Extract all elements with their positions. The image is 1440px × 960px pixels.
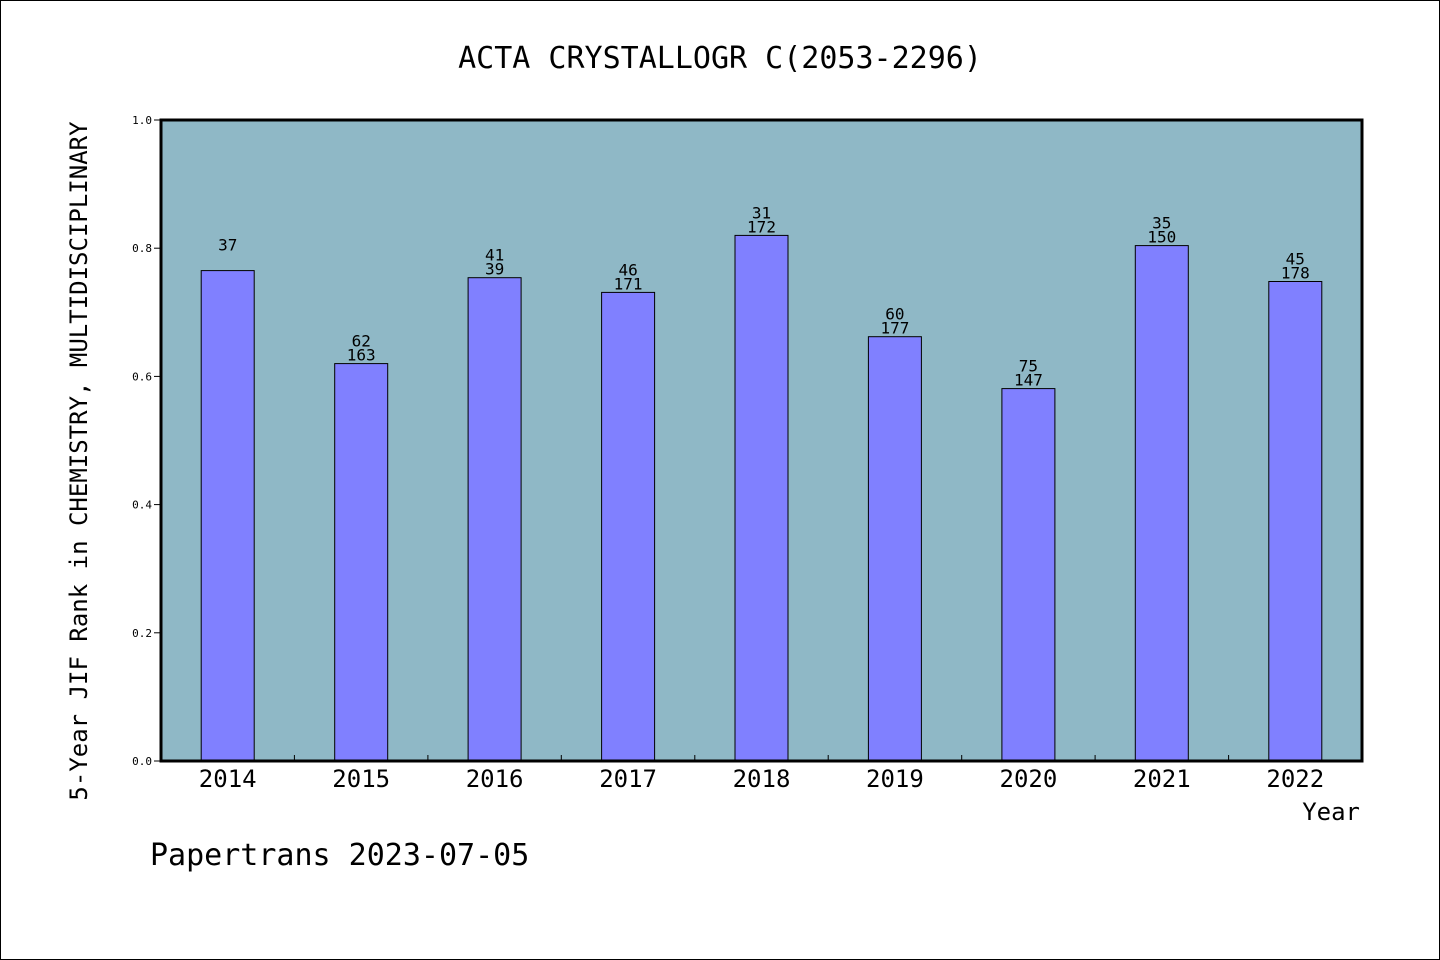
bar-label-2016-2: 39: [485, 260, 504, 279]
bar-label-2017-2: 171: [614, 274, 643, 293]
footer-credit: Papertrans 2023-07-05: [150, 838, 529, 873]
y-tick-label-0.0: 0.0: [132, 755, 152, 768]
bar-label-2020-1: 75: [1019, 357, 1038, 376]
bar-2017: [601, 291, 656, 762]
x-axis-label: Year: [1302, 798, 1360, 826]
bars-layer: [200, 234, 1323, 762]
x-tick-label-2015: 2015: [332, 765, 390, 793]
bar-label-2017-1: 46: [618, 260, 637, 279]
bar-2021: [1134, 245, 1189, 762]
bar-label-2021-1: 35: [1152, 214, 1171, 233]
bar-2018: [734, 234, 789, 762]
x-tick-label-2014: 2014: [199, 765, 257, 793]
y-axis: 0.0 0.2 0.4 0.6 0.8 1.0: [132, 114, 161, 768]
bar-label-2015-1: 62: [352, 332, 371, 351]
x-tick-label-2016: 2016: [466, 765, 524, 793]
bar-label-2020-2: 147: [1014, 371, 1043, 390]
y-tick-label-0.6: 0.6: [132, 370, 152, 383]
bar-2015: [334, 363, 389, 762]
x-tick-label-2021: 2021: [1133, 765, 1191, 793]
chart-title: ACTA CRYSTALLOGR C(2053-2296): [458, 41, 982, 76]
x-tick-label-2017: 2017: [599, 765, 657, 793]
bar-label-2018-1: 31: [752, 203, 771, 222]
y-tick-label-1.0: 1.0: [132, 114, 152, 127]
bar-label-2022-1: 45: [1286, 250, 1305, 269]
plot-border: [159, 118, 1364, 763]
bar-label-2019-1: 60: [885, 305, 904, 324]
x-tick-label-2018: 2018: [733, 765, 791, 793]
bar-label-2021-2: 150: [1147, 228, 1176, 247]
y-tick-label-0.4: 0.4: [132, 499, 152, 512]
bar-label-2022-2: 178: [1281, 264, 1310, 283]
bar-label-2019-2: 177: [880, 319, 909, 338]
x-tick-label-2019: 2019: [866, 765, 924, 793]
y-tick-label-0.8: 0.8: [132, 242, 152, 255]
bar-2019: [867, 336, 922, 762]
bar-2022: [1268, 281, 1323, 762]
bar-2014: [200, 270, 255, 762]
bar-2020: [1001, 388, 1056, 762]
y-tick-label-0.2: 0.2: [132, 627, 152, 640]
x-tick-label-2020: 2020: [1000, 765, 1058, 793]
x-tick-label-2022: 2022: [1266, 765, 1324, 793]
bar-label-2014-1: 37: [218, 236, 237, 255]
x-axis: 2014 2015 2016 2017 2018 2019 2020 2021 2022: [199, 755, 1324, 793]
bar-2016: [467, 277, 522, 762]
bar-label-2016-1: 41: [485, 246, 504, 265]
y-axis-label: 5-Year JIF Rank in CHEMISTRY, MULTIDISCI…: [65, 121, 93, 801]
bar-label-2015-2: 163: [347, 346, 376, 365]
bar-label-2018-2: 172: [747, 217, 776, 236]
